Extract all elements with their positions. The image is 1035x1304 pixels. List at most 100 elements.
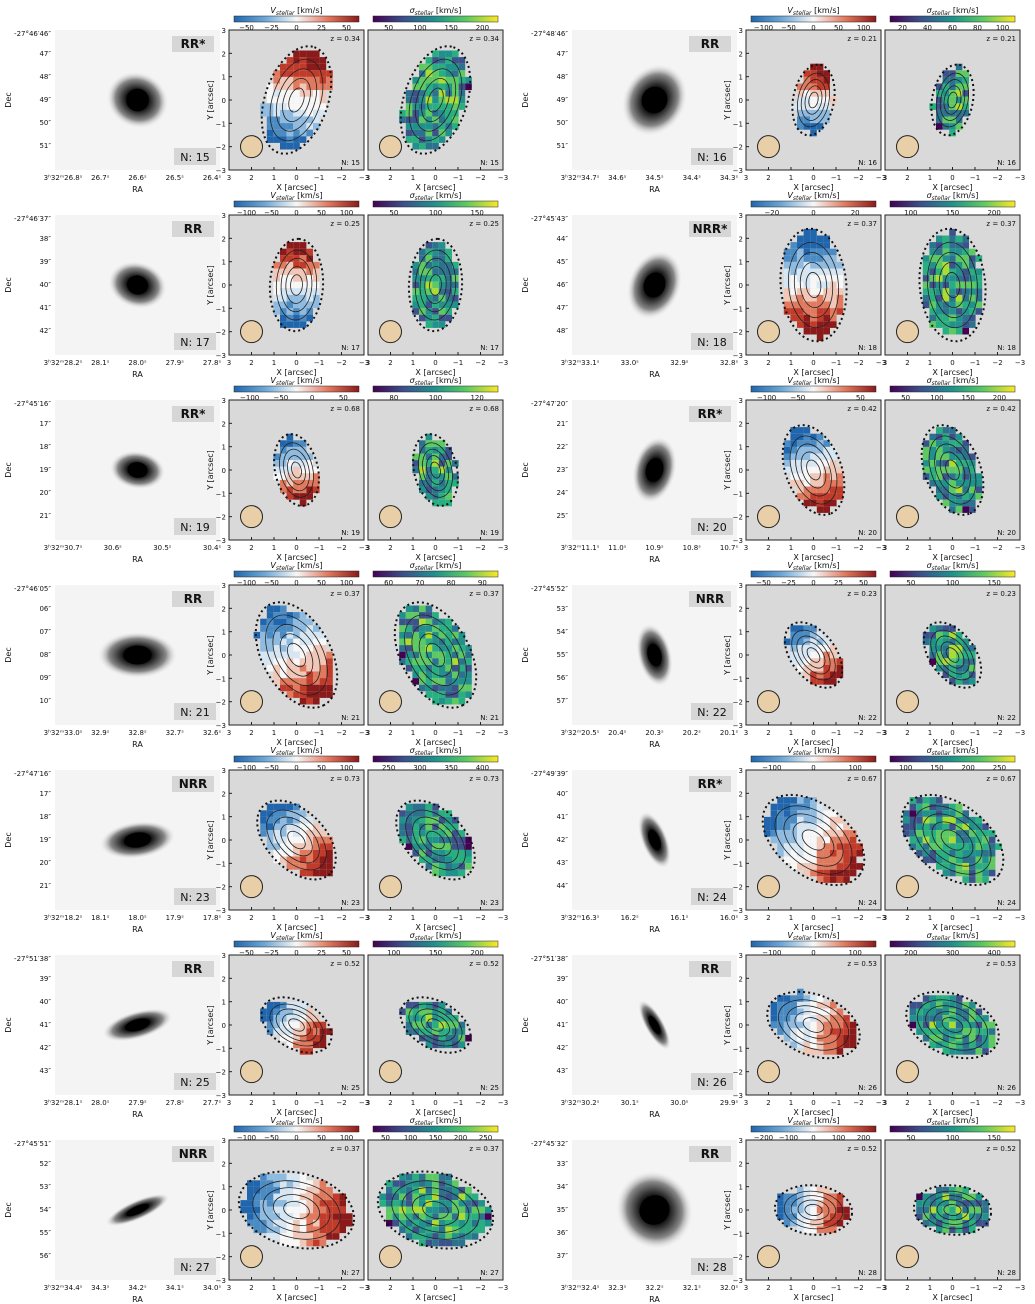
x-tick-label: −1 [970,914,980,922]
x-tick-label: −1 [314,729,324,737]
redshift-label: z = 0.23 [986,590,1016,598]
y-tick-label: −3 [216,907,226,915]
colorbar-tick-label: 50 [342,24,351,32]
x-tick-label: −2 [475,1099,485,1107]
galaxy-id-label: N: 23 [180,891,209,904]
ra-axis-label: RA [649,1110,660,1119]
psf-circle [379,1060,402,1084]
x-tick-label: −1 [453,174,463,182]
dec-tick-label: 49″ [556,96,568,104]
galaxy-core [641,86,668,114]
y-tick-label: 3 [739,27,743,35]
ra-tick-label: 27.9ˢ [128,1099,147,1107]
x-tick-label: 2 [249,729,253,737]
dec-tick-label: 42″ [556,1044,568,1052]
y-tick-label: −2 [216,884,226,892]
psf-circle [240,135,263,159]
y-tick-label: 0 [739,282,743,290]
x-tick-label: −3 [359,544,369,552]
map-id-label: N: 26 [858,1084,877,1092]
galaxy-panel-27: NRR N: 27 -27°45′51″ 52″ 53″ 54″ 55″ 56″ Dec 3ʰ32… [4,1116,508,1304]
colorbar-tick-label: 200 [476,24,489,32]
x-tick-label: 3 [744,359,748,367]
x-tick-label: −2 [992,359,1002,367]
y-axis-label: Y [arcsec] [206,635,215,676]
x-tick-label: 3 [366,1284,370,1292]
dispersion-pixels [399,803,472,877]
colorbar-tick-label: 50 [381,1134,390,1142]
flux-contours [399,996,472,1054]
class-badge: NRR [179,1147,208,1161]
x-tick-label: 1 [789,1099,793,1107]
x-axis-label: X [arcsec] [276,923,316,932]
flux-contours [920,424,985,516]
x-tick-label: 3 [366,359,370,367]
dispersion-colorbar [372,570,499,578]
ra-axis-label: RA [649,740,660,749]
ra-tick-label: 34.1ˢ [166,1284,185,1292]
y-tick-label: 3 [222,27,226,35]
class-badge: RR* [698,407,723,421]
dec-tick-label: 56″ [556,674,568,682]
ra-tick-label: 27.9ˢ [166,359,185,367]
ra-tick-label: 10.7ˢ [720,544,739,552]
x-tick-label: 2 [388,1099,392,1107]
colorbar-tick-label: 250 [382,764,395,772]
x-tick-label: 2 [249,1099,253,1107]
y-tick-label: 2 [739,605,743,613]
velocity-map: 3 2 1 0 −1 −2 −3 X [arcsec] 3 2 1 0 −1 −2 −3 Y [arcsec]… [206,1116,369,1302]
effective-radius-ellipse [273,433,320,507]
psf-circle [757,135,780,159]
dec-tick-label: 57″ [556,697,568,705]
x-tick-label: 2 [388,914,392,922]
dec-tick-label: 55″ [556,651,568,659]
x-tick-label: 0 [950,1099,954,1107]
colorbar-tick-label: −50 [756,579,771,587]
y-tick-label: −3 [733,907,743,915]
dec-tick-label: 17″ [39,790,51,798]
colorbar-tick-label: −100 [237,1134,256,1142]
x-tick-label: −1 [970,174,980,182]
map-id-label: N: 22 [997,714,1016,722]
colorbar-tick-label: 100 [340,579,353,587]
galaxy-id-label: N: 18 [697,336,726,349]
map-id-label: N: 23 [480,899,499,907]
dec-axis-label: Dec [4,1017,13,1032]
x-axis-label: X [arcsec] [276,1108,316,1117]
y-tick-label: −3 [216,352,226,360]
psf-circle [757,1245,780,1269]
dec-tick-label: 39″ [39,258,51,266]
flux-contours [254,601,339,709]
ra-tick-label: 34.2ˢ [128,1284,147,1292]
dec-tick-label: 53″ [39,1183,51,1191]
y-tick-label: 1 [739,444,743,452]
x-tick-label: −3 [498,1284,508,1292]
dec-tick-label: -27°46′37″ [14,215,51,223]
colorbar-tick-label: 100 [340,764,353,772]
x-tick-label: 2 [905,729,909,737]
colorbar-tick-label: 400 [476,764,489,772]
dec-tick-label: -27°47′16″ [14,770,51,778]
y-tick-label: 1 [739,259,743,267]
map-id-label: N: 21 [480,714,499,722]
x-tick-label: 3 [744,174,748,182]
redshift-label: z = 0.37 [330,590,360,598]
dec-tick-label: 37″ [556,1252,568,1260]
hst-image: RR N: 28 -27°45′32″ 33″ 34″ 35″ 36″ 37″ Dec 3ʰ32ᵐ… [521,1140,738,1304]
dec-tick-label: 21″ [39,512,51,520]
redshift-label: z = 0.68 [469,405,499,413]
colorbar-tick-label: 100 [946,579,959,587]
y-tick-label: 1 [222,74,226,82]
effective-radius-ellipse [783,621,844,689]
x-tick-label: 3 [227,544,231,552]
y-tick-label: −3 [733,352,743,360]
dec-tick-label: 50″ [556,119,568,127]
y-tick-label: −2 [733,329,743,337]
y-tick-label: −1 [733,1230,743,1238]
dispersion-colorbar [889,755,1016,763]
velocity-map: 3 2 1 0 −1 −2 −3 X [arcsec] 3 2 1 0 −1 −2 −3 Y [arcsec]… [206,191,369,377]
colorbar-tick-label: −100 [754,24,773,32]
y-tick-label: 2 [739,790,743,798]
velocity-colorbar-label: Vstellar [km/s] [787,561,839,572]
colorbar-tick-label: −20 [764,209,779,217]
